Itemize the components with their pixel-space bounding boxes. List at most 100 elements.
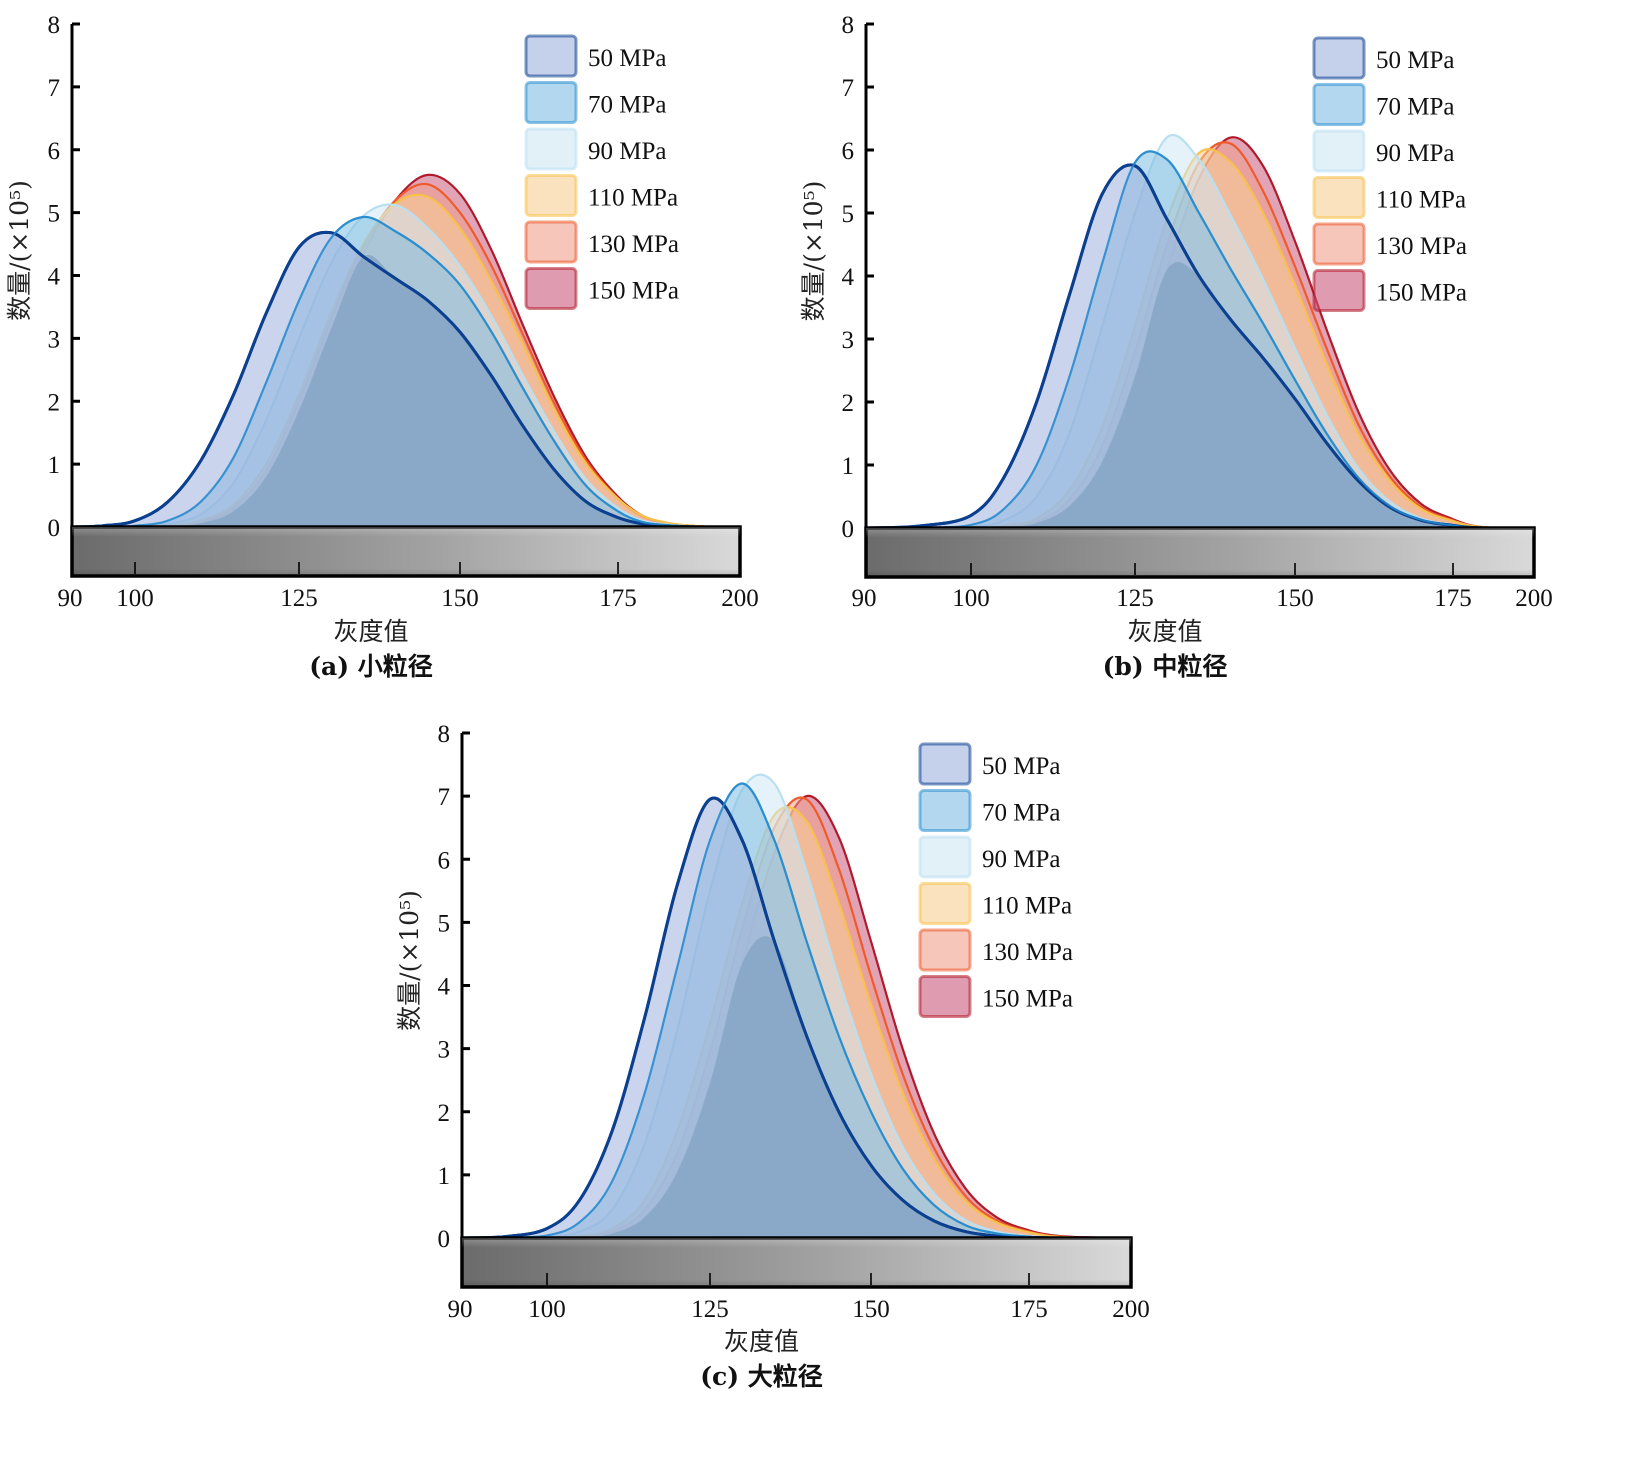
y-tick-label: 5	[438, 910, 451, 937]
y-axis-title: 数量/(×10⁵)	[5, 180, 34, 321]
legend-entry: 90 MPa	[1312, 129, 1454, 173]
legend-entry: 90 MPa	[918, 835, 1060, 879]
legend-entry: 110 MPa	[524, 174, 678, 217]
legend-label: 130 MPa	[1376, 233, 1467, 260]
x-tick-label: 100	[116, 585, 154, 612]
legend-swatch	[918, 742, 972, 786]
y-tick-label: 8	[438, 721, 451, 748]
legend-entry: 50 MPa	[524, 34, 666, 78]
panel-caption: (c) 大粒径	[700, 1362, 823, 1391]
y-tick-label: 0	[842, 516, 855, 543]
x-tick-label: 200	[721, 585, 759, 612]
y-tick-label: 6	[438, 847, 451, 874]
legend-entry: 70 MPa	[1312, 83, 1454, 126]
plot-area	[865, 134, 1534, 530]
x-tick-label: 100	[952, 585, 990, 612]
legend-label: 90 MPa	[588, 138, 666, 165]
y-tick-label: 5	[842, 201, 855, 228]
y-tick-label: 7	[842, 75, 855, 102]
legend-swatch	[524, 127, 578, 171]
x-axis-title: 灰度值	[1127, 617, 1202, 646]
y-tick-label: 8	[48, 12, 61, 39]
legend-swatch	[524, 220, 578, 264]
legend-swatch	[918, 789, 972, 832]
x-tick-label: 150	[441, 585, 479, 612]
legend-swatch	[524, 267, 578, 310]
overlap-area	[72, 254, 740, 527]
x-tick-label: 200	[1515, 585, 1553, 612]
legend-entry: 110 MPa	[918, 882, 1072, 925]
x-tick-label: 175	[1010, 1296, 1048, 1323]
panel-caption: (b) 中粒径	[1103, 652, 1228, 681]
legend-swatch	[1312, 269, 1366, 312]
legend-swatch	[918, 882, 972, 925]
legend-label: 150 MPa	[1376, 280, 1467, 307]
y-tick-label: 5	[48, 201, 61, 228]
legend-label: 90 MPa	[1376, 140, 1454, 167]
legend-swatch	[1312, 129, 1366, 173]
legend-swatch	[524, 81, 578, 124]
y-tick-label: 0	[48, 515, 61, 542]
y-tick-label: 2	[438, 1100, 451, 1127]
y-tick-label: 4	[48, 264, 61, 291]
overlap-area	[866, 262, 1534, 528]
y-tick-label: 6	[842, 138, 855, 165]
y-tick-label: 3	[48, 326, 61, 353]
y-tick-label: 6	[48, 138, 61, 165]
legend-label: 110 MPa	[1376, 187, 1466, 214]
legend-swatch	[918, 928, 972, 972]
legend-entry: 150 MPa	[918, 975, 1073, 1018]
legend-swatch	[524, 174, 578, 217]
legend-label: 130 MPa	[588, 231, 679, 258]
legend-label: 130 MPa	[982, 939, 1073, 966]
panel-a-small-particle: 灰度值 数量/(×10⁵) (a) 小粒径 0 1 2 3 4 5 6 7 8 90 100 125 1…	[5, 12, 759, 681]
legend-label: 50 MPa	[982, 753, 1060, 780]
overlap-area	[462, 936, 1131, 1238]
legend-entry: 110 MPa	[1312, 176, 1466, 219]
x-tick-label: 125	[280, 585, 318, 612]
legend-swatch	[524, 34, 578, 78]
legend-entry: 50 MPa	[918, 742, 1060, 786]
legend-swatch	[1312, 36, 1366, 80]
y-tick-label: 2	[48, 389, 61, 416]
grayscale-bar-shine	[72, 527, 740, 576]
x-tick-label: 175	[1434, 585, 1472, 612]
series-line-50-mpa-top	[71, 230, 740, 529]
legend-entry: 130 MPa	[524, 220, 679, 264]
y-tick-label: 7	[48, 75, 61, 102]
legend-label: 110 MPa	[588, 185, 678, 212]
legend-swatch	[918, 975, 972, 1018]
x-axis-title: 灰度值	[333, 617, 408, 646]
legend-entry: 150 MPa	[1312, 269, 1467, 312]
plot-area	[71, 173, 740, 529]
x-tick-label: 200	[1112, 1296, 1150, 1323]
x-tick-label: 90	[852, 585, 877, 612]
legend: 50 MPa 70 MPa 90 MPa 110 MPa 130 MPa 150 MPa	[524, 34, 679, 310]
x-tick-label: 175	[599, 585, 637, 612]
panel-b-medium-particle: 灰度值 数量/(×10⁵) (b) 中粒径 0 1 2 3 4 5 6 7 8 90 100 125 1…	[799, 12, 1553, 681]
y-tick-label: 3	[438, 1037, 451, 1064]
y-axis-title: 数量/(×10⁵)	[395, 890, 424, 1031]
axes: 0 1 2 3 4 5 6 7 8 90 100 125 150 175 200	[48, 12, 759, 612]
y-tick-label: 4	[438, 974, 451, 1001]
y-tick-label: 3	[842, 327, 855, 354]
legend-entry: 130 MPa	[1312, 222, 1467, 266]
y-tick-label: 2	[842, 390, 855, 417]
legend: 50 MPa 70 MPa 90 MPa 110 MPa 130 MPa 150 MPa	[918, 742, 1073, 1018]
grayscale-bar-shine	[866, 528, 1534, 577]
legend-label: 110 MPa	[982, 893, 1072, 920]
legend-entry: 70 MPa	[524, 81, 666, 124]
series-line-70-mpa-top	[72, 215, 740, 528]
y-tick-label: 0	[438, 1226, 451, 1253]
x-tick-label: 150	[1276, 585, 1314, 612]
axes: 0 1 2 3 4 5 6 7 8 90 100 125 150 175 200	[842, 12, 1553, 612]
x-tick-label: 100	[528, 1296, 566, 1323]
legend-label: 70 MPa	[982, 800, 1060, 827]
x-tick-label: 125	[691, 1296, 729, 1323]
legend-label: 50 MPa	[588, 45, 666, 72]
legend-entry: 90 MPa	[524, 127, 666, 171]
panel-caption: (a) 小粒径	[309, 652, 433, 681]
x-tick-label: 125	[1116, 585, 1154, 612]
legend-swatch	[1312, 222, 1366, 266]
x-tick-label: 150	[852, 1296, 890, 1323]
